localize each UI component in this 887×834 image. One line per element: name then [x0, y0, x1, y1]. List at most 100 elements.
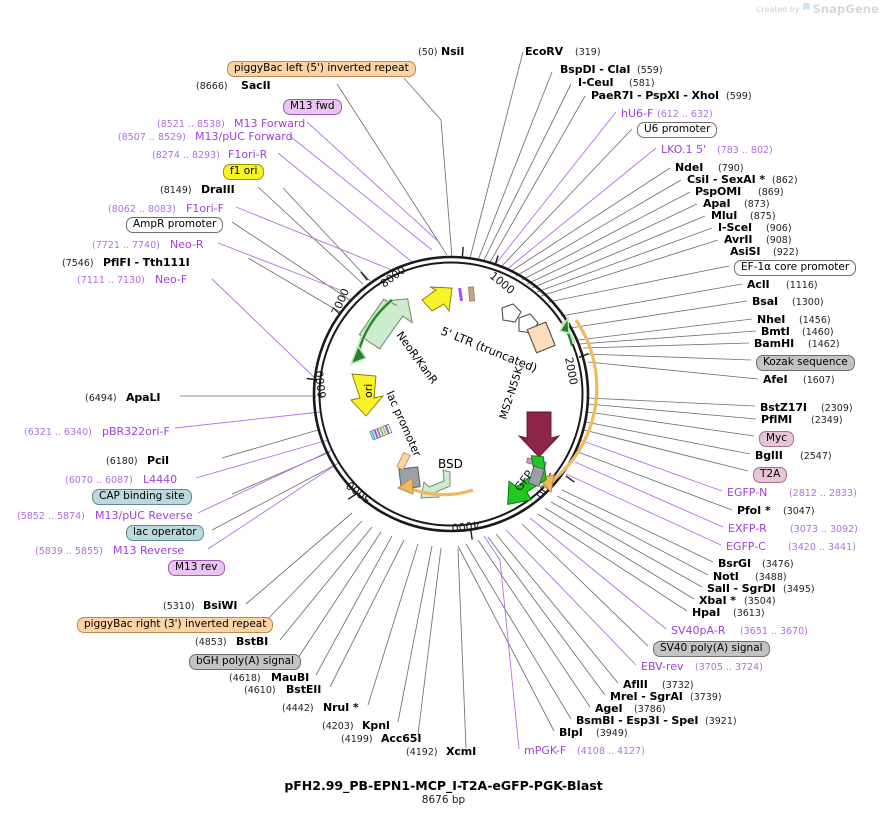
apai-site-position: (873): [744, 199, 770, 210]
m13-reverse-primer-position: (5839 .. 5855): [35, 546, 103, 557]
i-ceui-site-name: I-CeuI: [578, 76, 614, 89]
bsai-site-name: BsaI: [752, 295, 779, 308]
leader-lines-left-primers: [174, 121, 441, 550]
nsii-site-name: NsiI: [441, 45, 465, 58]
bstz17i-site-position: (2309): [821, 403, 853, 414]
inner-label-ori: ori: [362, 384, 375, 398]
f1ori-f-primer-name: F1ori-F: [186, 202, 224, 215]
ef1a-core-promoter-chip[interactable]: EF-1α core promoter: [734, 260, 857, 277]
xbai-site-position: (3504): [744, 596, 776, 607]
apai-site-name: ApaI: [703, 197, 731, 210]
kozak-sequence-chip[interactable]: Kozak sequence: [756, 355, 855, 372]
feature-peach-box: [526, 321, 556, 354]
tick-label-2000: 2000: [562, 356, 580, 386]
hpai-site-position: (3613): [733, 608, 765, 619]
bspdi-clai-site-position: (559): [637, 65, 663, 76]
aflii-site-position: (3732): [662, 680, 694, 691]
feature-mcs-stripes: [369, 423, 393, 441]
f1ori-r-primer-name: F1ori-R: [228, 148, 268, 161]
m13-puc-reverse-primer-position: (5852 .. 5874): [17, 511, 85, 522]
acc65i-site-position: (4199): [341, 734, 373, 745]
tick-label-8000: 8000: [378, 263, 408, 290]
snapgene-flag-icon: [802, 3, 810, 11]
bgh-polya-signal-chip[interactable]: bGH poly(A) signal: [189, 654, 302, 671]
egfp-c-primer-name: EGFP-C: [726, 540, 766, 553]
feature-f1-ori-arrow: [421, 286, 453, 313]
bamhi-site-position: (1462): [808, 339, 840, 350]
plasmid-backbone-inner: [318, 261, 584, 527]
lko1-5-primer-name: LKO.1 5': [661, 143, 706, 156]
xcmi-site-name: XcmI: [446, 745, 477, 758]
inner-label-bsd: BSD: [438, 457, 463, 471]
feature-peach-bar-left: [396, 451, 411, 471]
bsmbi-esp3i-spei-site-position: (3921): [705, 716, 737, 727]
piggybac-left-repeat[interactable]: piggyBac left (5') inverted repeat: [227, 61, 416, 78]
myc-chip[interactable]: Myc: [759, 431, 795, 448]
asisi-site-position: (922): [773, 247, 799, 258]
kpni-site-name: KpnI: [362, 719, 390, 732]
maubi-site-name: MauBI: [271, 671, 310, 684]
pbr322ori-f-primer-position: (6321 .. 6340): [24, 427, 92, 438]
f1-ori-chip[interactable]: f1 ori: [223, 164, 265, 181]
f1ori-f-primer-position: (8062 .. 8083): [108, 204, 176, 215]
tick-label-4000: 4000: [451, 518, 480, 534]
piggybac-right-repeat[interactable]: piggyBac right (3') inverted repeat: [77, 617, 274, 634]
agei-site-name: AgeI: [595, 702, 623, 715]
ampr-promoter-chip[interactable]: AmpR promoter: [126, 217, 224, 234]
feature-small-tan-mark: [468, 286, 475, 302]
xcmi-site-position: (4192): [406, 747, 438, 758]
l4440-primer-name: L4440: [143, 473, 178, 486]
inner-label-lac-promoter: lac promoter: [383, 389, 424, 459]
ring-ticks: [306, 246, 590, 540]
xbai-site-name: XbaI *: [699, 594, 736, 607]
sv40-polya-signal-chip[interactable]: SV40 poly(A) signal: [653, 641, 770, 658]
bstbi-site-name: BstBI: [236, 635, 269, 648]
egfp-n-primer-position: (2812 .. 2833): [789, 488, 857, 499]
plasmid-backbone-outer: [312, 255, 590, 533]
i-scei-site-position: (906): [766, 223, 792, 234]
m13-fwd-primer-chip[interactable]: M13 fwd: [283, 99, 342, 116]
nrui-site-name: NruI *: [323, 701, 359, 714]
u6-promoter-chip[interactable]: U6 promoter: [637, 122, 718, 139]
nrui-site-position: (4442): [282, 703, 314, 714]
apali-site-position: (6494): [85, 393, 117, 404]
snapgene-watermark: Created by SnapGene: [756, 2, 879, 16]
f1ori-r-primer-position: (8274 .. 8293): [152, 150, 220, 161]
pcii-site-name: PciI: [147, 454, 170, 467]
cap-binding-site-chip[interactable]: CAP binding site: [92, 489, 192, 506]
pspomi-site-name: PspOMI: [695, 185, 742, 198]
bamhi-site-name: BamHI: [754, 337, 795, 350]
draiii-site-position: (8149): [160, 185, 192, 196]
i-ceui-site-position: (581): [629, 78, 655, 89]
pflfi-tth111i-site-position: (7546): [62, 258, 94, 269]
lac-operator-chip[interactable]: lac operator: [126, 525, 204, 542]
asisi-site-name: AsiSI: [730, 245, 761, 258]
sv40pa-r-primer-name: SV40pA-R: [671, 624, 726, 637]
sacii-site-name: SacII: [241, 79, 271, 92]
feature-neor-promoter-arrowhead: [349, 344, 368, 366]
bmti-site-name: BmtI: [761, 325, 790, 338]
feature-pgk-arrowhead: [396, 477, 414, 495]
sali-sgrdi-site-name: SalI - SgrDI: [707, 582, 776, 595]
agei-site-position: (3786): [634, 704, 666, 715]
bstbi-site-position: (4853): [195, 637, 227, 648]
exfp-r-primer-name: EXFP-R: [728, 522, 767, 535]
neo-r-primer-position: (7721 .. 7740): [92, 240, 160, 251]
m13-rev-chip[interactable]: M13 rev: [168, 560, 225, 577]
nhei-site-name: NheI: [757, 313, 786, 326]
bmti-site-position: (1460): [802, 327, 834, 338]
m13-forward-primer-name: M13 Forward: [234, 117, 306, 130]
sv40pa-r-primer-position: (3651 .. 3670): [740, 626, 808, 637]
t2a-chip[interactable]: T2A: [753, 467, 788, 484]
feature-ms2-n55k-arrow: [517, 411, 561, 458]
leader-lines-right-primers: [483, 111, 724, 750]
afei-site-position: (1607): [803, 375, 835, 386]
feature-ori-arrow: [350, 373, 385, 417]
pspomi-site-position: (869): [758, 187, 784, 198]
afei-site-name: AfeI: [763, 373, 788, 386]
mlui-site-position: (875): [750, 211, 776, 222]
pfoi-site-name: PfoI *: [737, 504, 771, 517]
apali-site-name: ApaLI: [126, 391, 161, 404]
feature-neor-kanr: [358, 298, 413, 350]
